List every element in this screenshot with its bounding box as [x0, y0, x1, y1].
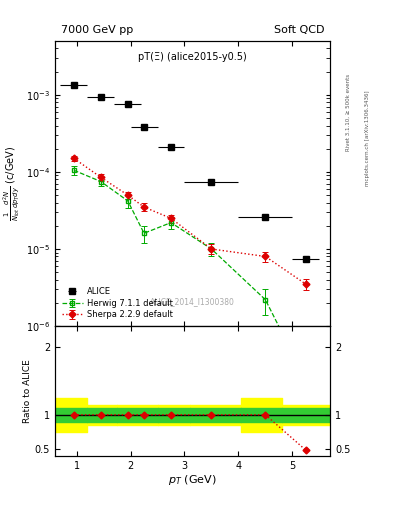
Text: pT(Ξ) (alice2015-y0.5): pT(Ξ) (alice2015-y0.5) — [138, 52, 247, 62]
Legend: ALICE, Herwig 7.1.1 default, Sherpa 2.2.9 default: ALICE, Herwig 7.1.1 default, Sherpa 2.2.… — [59, 285, 175, 322]
Text: Rivet 3.1.10, ≥ 500k events: Rivet 3.1.10, ≥ 500k events — [346, 74, 351, 151]
Y-axis label: Ratio to ALICE: Ratio to ALICE — [23, 359, 32, 423]
Text: mcplots.cern.ch [arXiv:1306.3436]: mcplots.cern.ch [arXiv:1306.3436] — [365, 91, 371, 186]
Text: Soft QCD: Soft QCD — [274, 25, 325, 35]
Text: ALICE_2014_I1300380: ALICE_2014_I1300380 — [150, 297, 235, 306]
Y-axis label: $\frac{1}{N_{tot}}\frac{d^{2}N}{dp_{T}dy}$ (c/GeV): $\frac{1}{N_{tot}}\frac{d^{2}N}{dp_{T}dy… — [1, 146, 22, 221]
X-axis label: $p_{T}$ (GeV): $p_{T}$ (GeV) — [168, 473, 217, 487]
Text: 7000 GeV pp: 7000 GeV pp — [61, 25, 133, 35]
